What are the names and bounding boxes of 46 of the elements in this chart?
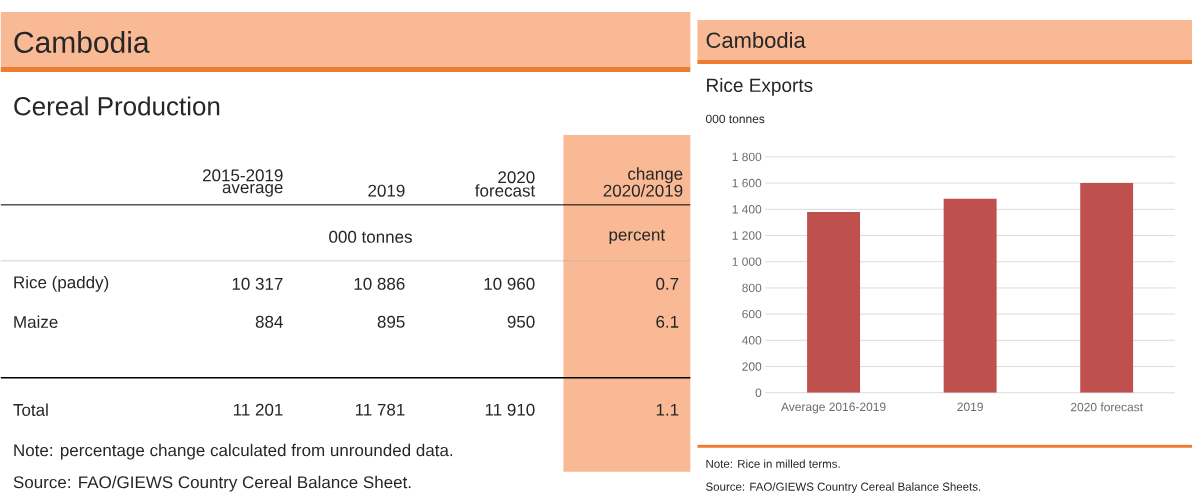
bar <box>1080 183 1134 393</box>
category-label: change 2020/2019 <box>603 167 683 197</box>
text: 1.1 <box>656 404 679 416</box>
y-tick-label: 1 400 <box>732 205 762 214</box>
category-label: 2020 forecast <box>475 171 536 197</box>
bar <box>943 198 997 393</box>
source-note: Source: FAO/GIEWS Country Cereal Balance Sheets. <box>706 482 981 494</box>
category-label: Rice (paddy) <box>14 276 109 292</box>
source-note: Source: FAO/GIEWS Country Cereal Balance Sheet. <box>13 475 411 492</box>
category-label: 2015-2019 average <box>203 169 283 197</box>
text: 10 317 <box>232 277 283 290</box>
y-tick-label: 800 <box>742 283 762 293</box>
chart-title: Cambodia <box>706 32 806 49</box>
y-tick-label: 600 <box>742 310 762 319</box>
text: 895 <box>377 315 405 328</box>
category-label: Maize <box>14 315 58 329</box>
text: Note: percentage change calculated from unrounded data. <box>14 443 453 460</box>
text: 10 886 <box>354 277 405 290</box>
text: 11 201 <box>233 403 283 416</box>
text: 950 <box>507 315 535 328</box>
text: percent <box>609 229 665 245</box>
text: Cereal Production <box>14 96 220 116</box>
text: 11 781 <box>355 403 405 416</box>
chart-subtitle: Rice Exports <box>707 78 813 96</box>
text: 10 960 <box>484 277 535 290</box>
text: 000 tonnes <box>329 230 412 244</box>
category-label: Total <box>13 403 48 417</box>
y-tick-label: 400 <box>742 336 762 345</box>
text: 11 910 <box>485 403 535 416</box>
y-tick-label: 1 800 <box>732 152 762 162</box>
y-tick-label: 1 600 <box>732 179 762 188</box>
y-tick-label: 1 200 <box>732 231 762 240</box>
category-label: 2019 <box>368 184 405 197</box>
x-tick-label: Average 2016-2019 <box>781 402 886 414</box>
y-tick-label: 1 000 <box>732 257 762 267</box>
x-tick-label: 2019 <box>957 402 983 412</box>
x-tick-label: 2020 forecast <box>1070 402 1143 412</box>
text: 6.1 <box>656 315 679 328</box>
text: 0.7 <box>656 277 679 290</box>
text: 884 <box>255 315 283 328</box>
y-tick-label: 200 <box>742 362 762 371</box>
y-axis-title: 000 tonnes <box>705 114 765 124</box>
bar <box>807 212 861 393</box>
text: Note: Rice in milled terms. <box>706 459 840 469</box>
y-tick-label: 0 <box>755 388 762 398</box>
text: Cambodia <box>14 31 150 54</box>
